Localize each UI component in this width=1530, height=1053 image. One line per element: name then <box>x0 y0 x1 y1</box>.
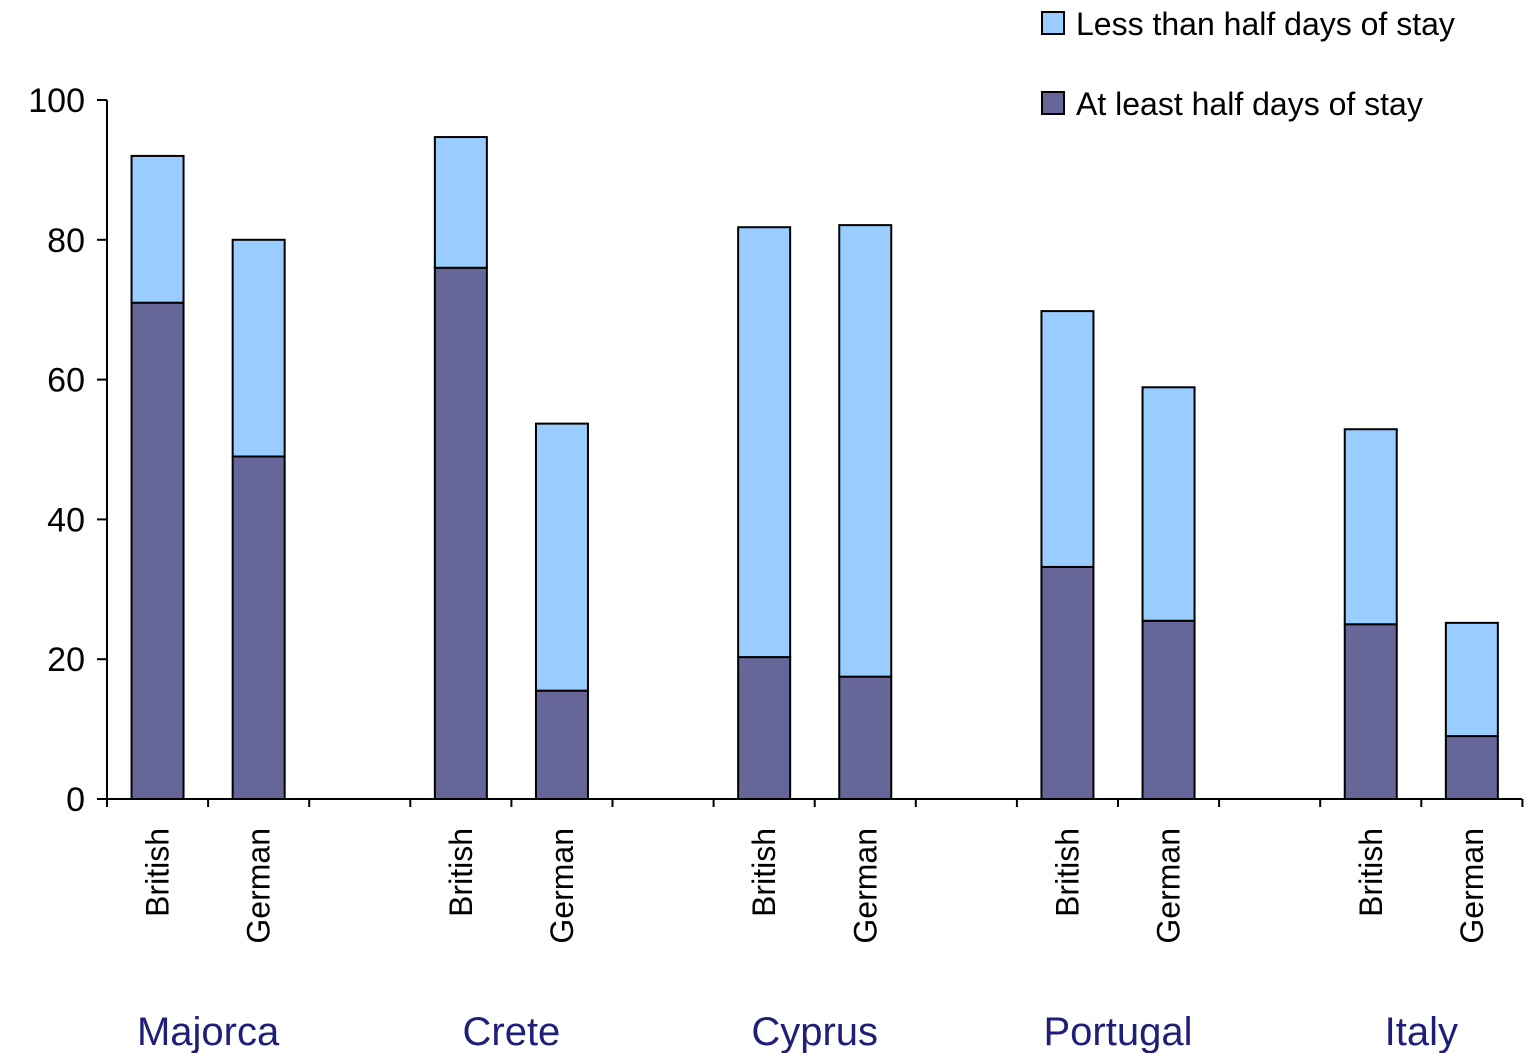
category-label: German <box>241 828 277 944</box>
bar-segment-less-than-half-days-of-stay-9 <box>1444 621 1499 738</box>
bar-segment-less-than-half-days-of-stay-3 <box>534 422 589 692</box>
group-label-majorca: Majorca <box>137 1010 280 1053</box>
bar-segment-at-least-half-days-of-stay-7 <box>1141 619 1196 800</box>
bar-segment-at-least-half-days-of-stay-4 <box>737 656 792 801</box>
bar-segment-less-than-half-days-of-stay-5 <box>838 224 893 678</box>
y-tick-label: 0 <box>66 781 85 819</box>
bar-segment-less-than-half-days-of-stay-6 <box>1040 310 1095 568</box>
category-label: British <box>1353 828 1389 917</box>
bars-layer <box>130 136 1499 801</box>
axes-layer: 0 20 40 60 80 100 <box>28 82 1524 819</box>
y-tick-label: 60 <box>47 362 85 400</box>
bar-segment-less-than-half-days-of-stay-4 <box>737 226 792 659</box>
category-label: British <box>140 828 176 917</box>
bar-segment-less-than-half-days-of-stay-2 <box>433 136 488 269</box>
group-label-cyprus: Cyprus <box>751 1010 878 1053</box>
y-tick-label: 100 <box>28 82 85 120</box>
group-label-crete: Crete <box>462 1010 560 1053</box>
y-tick-label: 20 <box>47 641 85 679</box>
legend-label: Less than half days of stay <box>1076 6 1455 42</box>
legend: Less than half days of stay At least half… <box>1041 6 1455 122</box>
y-tick-label: 40 <box>47 501 85 539</box>
bar-segment-at-least-half-days-of-stay-5 <box>838 675 893 800</box>
bar-segment-at-least-half-days-of-stay-9 <box>1444 735 1499 801</box>
bar-segment-less-than-half-days-of-stay-7 <box>1141 386 1196 622</box>
bar-segment-less-than-half-days-of-stay-1 <box>231 238 286 458</box>
labels-layer: British German British German British German B… <box>137 828 1490 1053</box>
bar-segment-at-least-half-days-of-stay-6 <box>1040 565 1095 800</box>
bar-segment-at-least-half-days-of-stay-8 <box>1343 623 1398 800</box>
bar-segment-less-than-half-days-of-stay-0 <box>130 154 185 304</box>
bar-segment-at-least-half-days-of-stay-0 <box>130 301 185 800</box>
bar-segment-less-than-half-days-of-stay-8 <box>1343 428 1398 626</box>
category-label: British <box>1049 828 1085 917</box>
legend-label: At least half days of stay <box>1076 86 1423 122</box>
legend-swatch <box>1041 91 1065 115</box>
bar-segment-at-least-half-days-of-stay-3 <box>534 689 589 801</box>
y-tick-label: 80 <box>47 222 85 260</box>
category-label: British <box>746 828 782 917</box>
legend-swatch <box>1041 11 1065 35</box>
category-label: British <box>443 828 479 917</box>
group-label-italy: Italy <box>1385 1010 1458 1053</box>
category-label: German <box>544 828 580 944</box>
bar-segment-at-least-half-days-of-stay-2 <box>433 266 488 800</box>
group-label-portugal: Portugal <box>1044 1010 1193 1053</box>
category-label: German <box>1454 828 1490 944</box>
category-label: German <box>1151 828 1187 944</box>
category-label: German <box>847 828 883 944</box>
bar-segment-at-least-half-days-of-stay-1 <box>231 455 286 800</box>
